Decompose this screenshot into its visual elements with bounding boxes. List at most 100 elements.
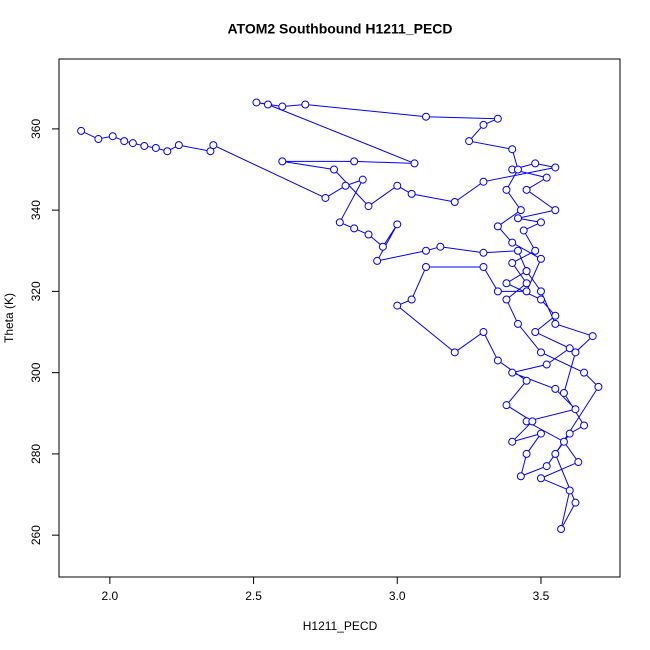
- data-point: [479, 328, 488, 337]
- data-point: [565, 429, 574, 438]
- data-point: [479, 248, 488, 257]
- data-point: [557, 525, 566, 534]
- y-axis-label: Theta (K): [2, 293, 16, 343]
- data-point: [571, 498, 580, 507]
- data-point: [508, 238, 517, 247]
- y-tick-label: 320: [29, 281, 43, 301]
- data-point: [516, 206, 525, 215]
- data-point: [94, 135, 103, 144]
- data-point: [493, 287, 502, 296]
- data-point: [263, 100, 272, 109]
- data-point: [551, 163, 560, 172]
- data-point: [502, 279, 511, 288]
- data-point: [493, 222, 502, 231]
- data-point: [465, 137, 474, 146]
- data-point: [542, 360, 551, 369]
- data-point: [551, 319, 560, 328]
- data-point: [407, 189, 416, 198]
- chart-title: ATOM2 Southbound H1211_PECD: [227, 21, 452, 37]
- data-point: [580, 421, 589, 430]
- data-point: [536, 254, 545, 263]
- data-point: [522, 185, 531, 194]
- data-point: [151, 143, 160, 152]
- y-tick-label: 360: [29, 119, 43, 139]
- data-point: [77, 126, 86, 135]
- data-point: [551, 206, 560, 215]
- data-point: [108, 132, 117, 141]
- data-point: [513, 165, 522, 174]
- data-point: [522, 267, 531, 276]
- data-point: [565, 486, 574, 495]
- data-point: [559, 437, 568, 446]
- data-point: [364, 230, 373, 239]
- x-tick-label: 3.0: [389, 589, 406, 603]
- data-point: [174, 141, 183, 150]
- data-point: [502, 295, 511, 304]
- data-point: [422, 263, 431, 272]
- data-point: [330, 165, 339, 174]
- data-point: [551, 449, 560, 458]
- data-point: [531, 328, 540, 337]
- data-point: [358, 175, 367, 184]
- data-point: [493, 356, 502, 365]
- data-point: [350, 157, 359, 166]
- data-point: [513, 319, 522, 328]
- data-point: [513, 214, 522, 223]
- data-point: [479, 177, 488, 186]
- x-tick-label: 2.5: [245, 589, 262, 603]
- data-point: [321, 193, 330, 202]
- data-point: [393, 181, 402, 190]
- data-point: [516, 472, 525, 481]
- data-point: [571, 348, 580, 357]
- data-point: [450, 198, 459, 207]
- data-point: [422, 246, 431, 255]
- data-point: [565, 344, 574, 353]
- data-point: [536, 348, 545, 357]
- data-point: [580, 368, 589, 377]
- data-point: [364, 202, 373, 211]
- data-point: [508, 437, 517, 446]
- data-point: [513, 246, 522, 255]
- data-point: [120, 137, 129, 146]
- data-point: [436, 242, 445, 251]
- data-point: [522, 449, 531, 458]
- data-point: [479, 120, 488, 129]
- data-point: [140, 141, 149, 150]
- plot-box: [58, 58, 621, 578]
- y-tick-label: 280: [29, 444, 43, 464]
- data-point: [422, 112, 431, 121]
- data-point: [209, 141, 218, 150]
- data-point: [574, 458, 583, 467]
- x-tick-label: 2.0: [102, 589, 119, 603]
- data-point: [450, 348, 459, 357]
- data-point: [528, 417, 537, 426]
- data-point: [522, 376, 531, 385]
- data-point: [522, 279, 531, 288]
- data-point: [335, 218, 344, 227]
- data-point: [531, 246, 540, 255]
- data-point: [542, 173, 551, 182]
- data-point: [278, 102, 287, 111]
- data-point: [278, 157, 287, 166]
- data-point: [373, 256, 382, 265]
- data-point: [479, 263, 488, 272]
- data-point: [407, 295, 416, 304]
- data-point: [341, 181, 350, 190]
- data-point: [393, 220, 402, 229]
- data-point: [508, 258, 517, 267]
- data-point: [588, 332, 597, 341]
- data-point: [128, 139, 137, 148]
- y-tick-label: 260: [29, 525, 43, 545]
- y-tick-label: 340: [29, 200, 43, 220]
- data-point: [536, 287, 545, 296]
- data-point: [393, 301, 402, 310]
- data-point: [163, 147, 172, 156]
- data-point: [378, 242, 387, 251]
- x-axis-label: H1211_PECD: [303, 619, 378, 633]
- data-point: [536, 218, 545, 227]
- data-point: [519, 226, 528, 235]
- data-point: [542, 462, 551, 471]
- data-point: [551, 384, 560, 393]
